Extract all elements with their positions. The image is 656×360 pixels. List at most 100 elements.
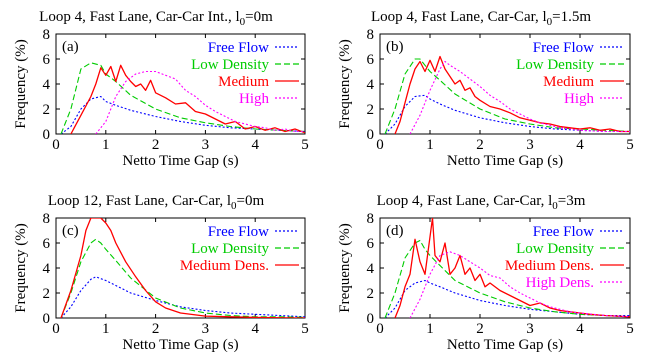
y-axis-label: Frequency (%) — [13, 39, 29, 129]
x-tick-label: 2 — [476, 137, 484, 153]
x-tick-label: 5 — [626, 321, 634, 337]
y-axis-label: Frequency (%) — [13, 223, 29, 313]
x-tick-label: 4 — [251, 137, 259, 153]
x-tick-label: 3 — [202, 321, 210, 337]
y-tick-label: 0 — [43, 311, 51, 327]
legend-label: Low Density — [191, 57, 269, 73]
panel-title-suffix: =0m — [237, 193, 265, 209]
legend-label: Low Density — [516, 57, 594, 73]
x-tick-label: 0 — [376, 137, 384, 153]
panel-title-subscript: 0 — [240, 16, 246, 28]
panel-letter: (a) — [62, 39, 79, 55]
x-axis-label: Netto Time Gap (s) — [122, 337, 238, 353]
y-tick-label: 0 — [367, 311, 375, 327]
x-tick-label: 1 — [102, 321, 110, 337]
series-line-high — [95, 70, 305, 134]
series-line-free-flow — [384, 94, 630, 134]
y-tick-label: 6 — [43, 52, 51, 68]
series-group — [60, 62, 305, 134]
panel-letter: (d) — [386, 223, 404, 239]
y-tick-label: 0 — [43, 127, 51, 143]
x-tick-label: 0 — [52, 321, 60, 337]
x-tick-label: 2 — [152, 137, 160, 153]
legend-label: Low Density — [191, 241, 269, 257]
series-line-medium — [70, 64, 305, 134]
y-axis-label: Frequency (%) — [337, 223, 353, 313]
legend-label: High — [239, 91, 270, 107]
legend-label: High Dens. — [526, 275, 594, 291]
y-tick-label: 4 — [367, 261, 375, 277]
x-tick-label: 3 — [202, 137, 210, 153]
y-tick-label: 2 — [43, 286, 51, 302]
panel-title-suffix: =1.5m — [552, 9, 591, 25]
y-tick-label: 6 — [367, 236, 375, 252]
panel-title: Loop 12, Fast Lane, Car-Car, l0=0m — [48, 193, 265, 212]
panel-a: Loop 4, Fast Lane, Car-Car Int., l0=0m0 1… — [13, 9, 309, 169]
x-axis-label: Netto Time Gap (s) — [447, 337, 563, 353]
panel-title-suffix: =3m — [558, 193, 586, 209]
y-tick-label: 8 — [367, 27, 375, 43]
y-tick-label: 8 — [43, 211, 51, 227]
x-tick-label: 4 — [576, 137, 584, 153]
legend-label: High — [564, 91, 595, 107]
x-tick-label: 0 — [52, 137, 60, 153]
y-tick-label: 6 — [43, 236, 51, 252]
x-tick-label: 0 — [376, 321, 384, 337]
series-line-medium-dens — [394, 218, 630, 318]
panel-title-main: Loop 4, Fast Lane, Car-Car Int., l — [39, 9, 240, 25]
series-line-low-density — [384, 58, 630, 134]
x-tick-label: 3 — [526, 321, 534, 337]
y-tick-label: 2 — [43, 102, 51, 118]
series-line-low-density — [60, 238, 305, 318]
series-line-low-density — [384, 239, 630, 318]
panel-title-subscript: 0 — [231, 200, 237, 212]
x-tick-label: 3 — [526, 137, 534, 153]
series-line-free-flow — [60, 276, 305, 318]
panel-title: Loop 4, Fast Lane, Car-Car Int., l0=0m — [39, 9, 273, 28]
x-axis-label: Netto Time Gap (s) — [122, 153, 238, 169]
y-tick-label: 4 — [367, 77, 375, 93]
legend-label: Medium — [218, 74, 269, 90]
x-tick-label: 1 — [426, 321, 434, 337]
series-group — [60, 218, 305, 318]
series-group — [384, 218, 630, 318]
x-tick-label: 4 — [576, 321, 584, 337]
y-tick-label: 4 — [43, 77, 51, 93]
x-tick-label: 1 — [426, 137, 434, 153]
legend-label: Medium — [543, 74, 594, 90]
legend-label: Free Flow — [533, 40, 594, 56]
x-tick-label: 5 — [626, 137, 634, 153]
legend-label: Medium Dens. — [180, 258, 269, 274]
legend-label: Medium Dens. — [505, 258, 594, 274]
panel-title-subscript: 0 — [547, 16, 553, 28]
y-tick-label: 2 — [367, 102, 375, 118]
y-tick-label: 0 — [367, 127, 375, 143]
legend-label: Free Flow — [208, 224, 269, 240]
y-tick-label: 6 — [367, 52, 375, 68]
panel-title: Loop 4, Fast Lane, Car-Car, l0=3m — [377, 193, 586, 212]
legend-label: Low Density — [516, 241, 594, 257]
y-tick-label: 8 — [367, 211, 375, 227]
y-tick-label: 4 — [43, 261, 51, 277]
x-tick-label: 4 — [251, 321, 259, 337]
x-tick-label: 5 — [301, 137, 309, 153]
panel-title-subscript: 0 — [552, 200, 558, 212]
panel-c: Loop 12, Fast Lane, Car-Car, l0=0m0 1 2 3 4 5… — [13, 193, 309, 353]
series-line-medium — [394, 55, 630, 134]
panel-title-main: Loop 12, Fast Lane, Car-Car, l — [48, 193, 231, 209]
panel-title: Loop 4, Fast Lane, Car-Car, l0=1.5m — [371, 9, 591, 28]
panel-letter: (c) — [62, 223, 79, 239]
panel-title-main: Loop 4, Fast Lane, Car-Car, l — [371, 9, 547, 25]
y-tick-label: 8 — [43, 27, 51, 43]
series-line-medium-dens — [60, 218, 305, 318]
series-group — [384, 55, 630, 134]
y-tick-label: 2 — [367, 286, 375, 302]
x-tick-label: 1 — [102, 137, 110, 153]
panel-title-main: Loop 4, Fast Lane, Car-Car, l — [377, 193, 553, 209]
x-axis-label: Netto Time Gap (s) — [447, 153, 563, 169]
legend-label: Free Flow — [208, 40, 269, 56]
legend-label: Free Flow — [533, 224, 594, 240]
x-tick-label: 2 — [476, 321, 484, 337]
y-axis-label: Frequency (%) — [337, 39, 353, 129]
